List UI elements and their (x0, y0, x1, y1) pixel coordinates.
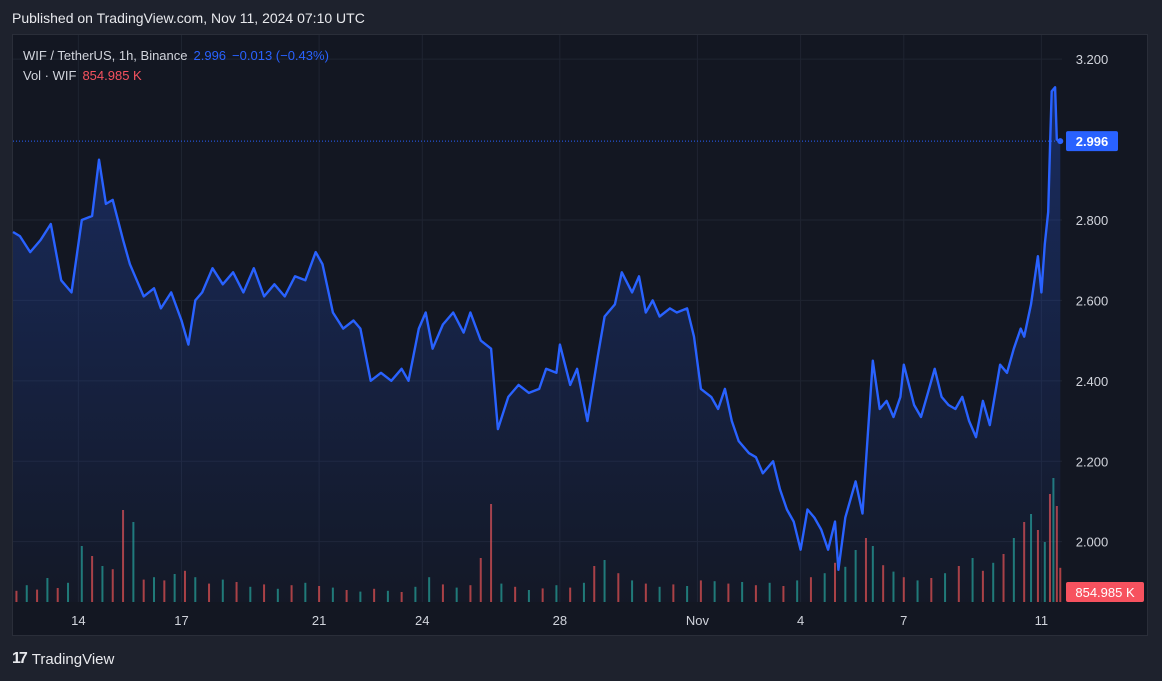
tradingview-logo[interactable]: 17 TradingView (12, 650, 114, 668)
time-axis: 14 17 21 24 28 Nov 4 7 11 (71, 613, 1048, 628)
last-volume-tag-label: 854.985 K (1075, 585, 1135, 600)
time-tick-label: 21 (312, 613, 326, 628)
legend-last-price: 2.996 (193, 48, 227, 63)
published-caption: Published on TradingView.com, Nov 11, 20… (12, 10, 365, 26)
time-tick-label: 11 (1035, 613, 1049, 628)
tradingview-logo-icon: 17 (12, 650, 28, 667)
time-tick-label: 7 (900, 613, 907, 628)
price-tick-label: 2.400 (1076, 374, 1109, 389)
time-tick-label: 4 (797, 613, 804, 628)
price-tick-label: 2.000 (1076, 535, 1109, 550)
price-line (12, 86, 1061, 571)
price-tick-label: 2.600 (1076, 293, 1109, 308)
price-tick-label: 2.800 (1076, 213, 1109, 228)
time-tick-label: 17 (174, 613, 188, 628)
time-tick-label: 28 (553, 613, 567, 628)
price-tick-label: 3.200 (1076, 52, 1109, 67)
legend-volume-value: 854.985 K (82, 68, 142, 83)
legend-volume-label[interactable]: Vol · WIF (23, 68, 77, 83)
legend-price-row: WIF / TetherUS, 1h, Binance 2.996 −0.013 (… (23, 46, 329, 66)
legend-volume-row: Vol · WIF 854.985 K (23, 66, 329, 86)
last-price-tag-label: 2.996 (1076, 134, 1109, 149)
price-area-fill (13, 87, 1061, 603)
price-tick-label: 2.200 (1076, 454, 1109, 469)
last-price-dot (1057, 138, 1064, 145)
time-tick-label: 14 (71, 613, 85, 628)
time-tick-label: 24 (415, 613, 429, 628)
last-volume-tag: 854.985 K (1066, 582, 1144, 602)
price-axis: 3.200 2.800 2.600 2.400 2.200 2.000 (1076, 52, 1109, 550)
time-tick-label: Nov (686, 613, 710, 628)
last-price-tag: 2.996 (1066, 131, 1118, 152)
tradingview-brand: TradingView (31, 650, 115, 668)
legend-symbol[interactable]: WIF / TetherUS, 1h, Binance (23, 48, 188, 63)
legend-change: −0.013 (−0.43%) (232, 48, 329, 63)
chart-legend: WIF / TetherUS, 1h, Binance 2.996 −0.013 (… (23, 46, 329, 86)
